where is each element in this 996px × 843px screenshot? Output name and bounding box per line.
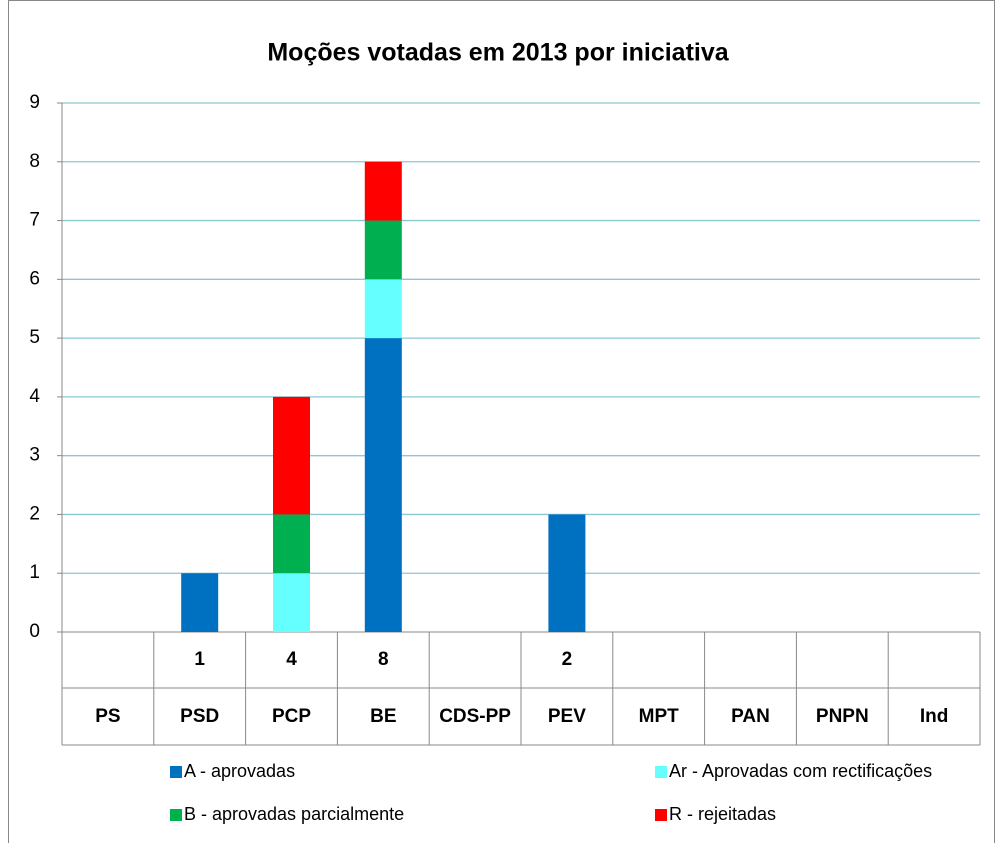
x-tick-label: PNPN <box>816 706 869 727</box>
chart-title: Moções votadas em 2013 por iniciativa <box>267 39 729 67</box>
bar-segment <box>364 220 402 280</box>
y-tick-label: 6 <box>29 268 40 289</box>
y-tick-label: 5 <box>29 327 40 348</box>
bar-segment <box>364 161 402 221</box>
x-tick-label: PS <box>95 706 120 727</box>
bar-segment <box>364 338 402 632</box>
legend-label: Ar - Aprovadas com rectificações <box>669 761 932 781</box>
x-tick-label: PEV <box>548 706 586 727</box>
y-tick-label: 3 <box>29 445 40 466</box>
x-tick-label: PSD <box>180 706 219 727</box>
x-tick-label: MPT <box>639 706 680 727</box>
legend-swatch <box>655 809 667 821</box>
chart-border <box>8 0 995 843</box>
bar-segment <box>548 514 586 632</box>
total-label: 1 <box>194 649 205 670</box>
x-tick-label: PCP <box>272 706 311 727</box>
y-tick-label: 4 <box>29 386 40 407</box>
total-label: 2 <box>562 649 573 670</box>
x-tick-label: CDS-PP <box>439 706 511 727</box>
x-tick-label: PAN <box>731 706 770 727</box>
total-label: 4 <box>286 649 297 670</box>
bar-segment <box>273 396 310 515</box>
y-tick-label: 0 <box>29 621 40 642</box>
x-tick-label: Ind <box>920 706 949 727</box>
y-tick-label: 9 <box>29 92 40 113</box>
legend-swatch <box>655 766 667 778</box>
legend-label: A - aprovadas <box>184 761 295 781</box>
legend-label: R - rejeitadas <box>669 804 776 824</box>
y-tick-label: 2 <box>29 503 40 524</box>
y-tick-label: 1 <box>29 562 40 583</box>
bar-segment <box>273 573 310 632</box>
bar-segment <box>181 573 219 632</box>
y-tick-label: 7 <box>29 210 40 231</box>
legend-swatch <box>170 766 182 778</box>
y-tick-label: 8 <box>29 151 40 172</box>
bar-segment <box>273 514 310 574</box>
bar-segment <box>364 279 402 339</box>
x-tick-label: BE <box>370 706 396 727</box>
legend-swatch <box>170 809 182 821</box>
legend-label: B - aprovadas parcialmente <box>184 804 404 824</box>
total-label: 8 <box>378 649 389 670</box>
